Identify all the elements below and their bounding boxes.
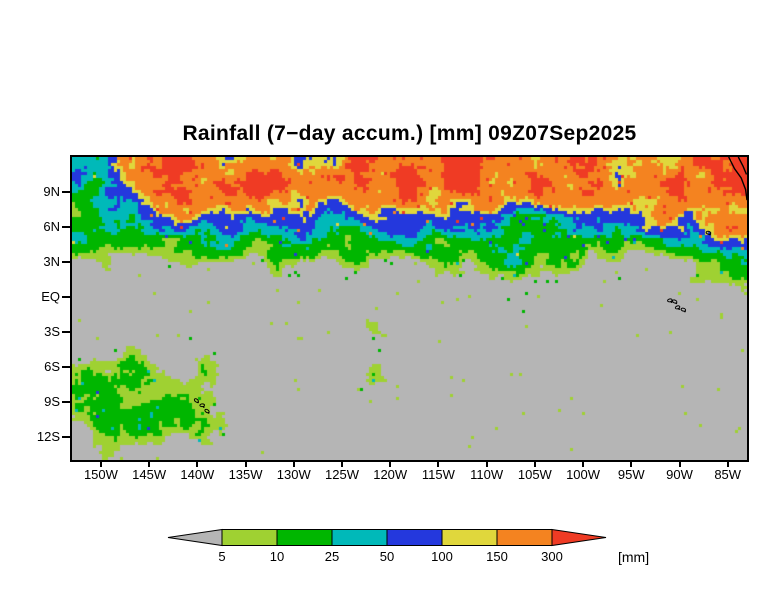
rainfall-heatmap-canvas xyxy=(72,157,747,460)
coastline-branch xyxy=(737,157,747,175)
x-tick-mark xyxy=(148,460,151,467)
x-tick-mark xyxy=(485,460,488,467)
colorbar-level-label: 50 xyxy=(380,549,394,564)
x-tick-label: 100W xyxy=(566,467,601,482)
x-tick-mark xyxy=(341,460,343,467)
colorbar-left-arrow xyxy=(167,528,223,547)
y-tick-mark xyxy=(62,400,70,403)
y-tick-label: 3N xyxy=(43,253,60,269)
colorbar: 5 10 25 50 100 150 300 xyxy=(167,528,607,564)
galapagos-islands xyxy=(680,307,687,312)
x-tick-label: 115W xyxy=(421,467,455,482)
y-tick-mark xyxy=(62,260,70,263)
colorbar-level-label: 150 xyxy=(486,549,508,564)
y-tick-mark xyxy=(62,330,70,333)
x-tick-label: 90W xyxy=(666,467,693,482)
y-tick-mark xyxy=(62,225,70,228)
colorbar-segment xyxy=(221,529,278,546)
colorbar-right-arrow xyxy=(551,528,607,547)
colorbar-level-label: 25 xyxy=(325,549,339,564)
plot-frame xyxy=(70,155,749,462)
y-tick-mark xyxy=(62,295,70,298)
x-tick-label: 110W xyxy=(470,467,504,482)
chart-title: Rainfall (7−day accum.) [mm] 09Z07Sep202… xyxy=(182,122,637,145)
x-tick-label: 95W xyxy=(617,467,645,482)
x-tick-mark xyxy=(196,460,199,467)
x-tick-label: 125W xyxy=(325,467,359,482)
galapagos-islands xyxy=(671,299,678,304)
galapagos-islands xyxy=(670,301,673,304)
y-tick-mark xyxy=(62,190,70,193)
galapagos-islands xyxy=(675,302,678,305)
y-tick-label: 9S xyxy=(44,393,60,409)
x-tick-mark xyxy=(389,460,392,467)
x-tick-label: 85W xyxy=(714,467,742,482)
galapagos-islands xyxy=(678,308,681,311)
cocos-island xyxy=(705,230,712,235)
y-tick-label: 12S xyxy=(36,428,60,444)
colorbar-level-label: 100 xyxy=(431,549,453,564)
galapagos-islands xyxy=(667,298,673,303)
x-tick-mark xyxy=(99,460,102,467)
x-tick-mark xyxy=(292,460,295,467)
y-tick-label: 3S xyxy=(44,323,60,339)
colorbar-segment xyxy=(386,529,443,546)
features-overlay xyxy=(193,157,747,414)
y-tick-label: 9N xyxy=(43,183,60,199)
colorbar-segment xyxy=(496,529,553,546)
x-tick-mark xyxy=(678,460,681,467)
x-tick-mark xyxy=(726,460,729,467)
colorbar-level-label: 5 xyxy=(218,549,225,564)
x-tick-label: 105W xyxy=(517,467,552,482)
galapagos-islands xyxy=(684,310,686,313)
x-tick-label: 120W xyxy=(373,467,408,482)
x-tick-label: 130W xyxy=(276,467,311,482)
marquesas-islands xyxy=(202,406,205,408)
colorbar-segment xyxy=(276,529,333,546)
x-tick-label: 150W xyxy=(83,467,118,482)
y-tick-mark xyxy=(62,435,70,438)
x-tick-label: 135W xyxy=(228,467,263,482)
y-tick-mark xyxy=(62,365,70,368)
marquesas-islands xyxy=(199,403,205,408)
colorbar-segment xyxy=(331,529,388,546)
central-america-coastline xyxy=(728,157,747,201)
x-tick-mark xyxy=(244,460,247,467)
colorbar-level-label: 10 xyxy=(270,549,284,564)
y-tick-label: 6N xyxy=(43,218,60,234)
marquesas-islands xyxy=(207,411,210,414)
x-tick-mark xyxy=(437,460,440,467)
x-tick-label: 140W xyxy=(180,467,215,482)
x-tick-label: 145W xyxy=(132,467,167,482)
x-tick-mark xyxy=(533,460,536,467)
y-tick-label: EQ xyxy=(41,288,60,304)
colorbar-segment xyxy=(441,529,498,546)
y-tick-label: 6S xyxy=(44,358,60,374)
colorbar-level-label: 300 xyxy=(541,549,563,564)
cocos-island xyxy=(709,233,711,236)
colorbar-units-label: [mm] xyxy=(618,549,650,565)
galapagos-islands xyxy=(674,305,681,310)
x-tick-mark xyxy=(630,460,633,467)
marquesas-islands xyxy=(197,401,199,404)
x-tick-mark xyxy=(582,460,585,467)
